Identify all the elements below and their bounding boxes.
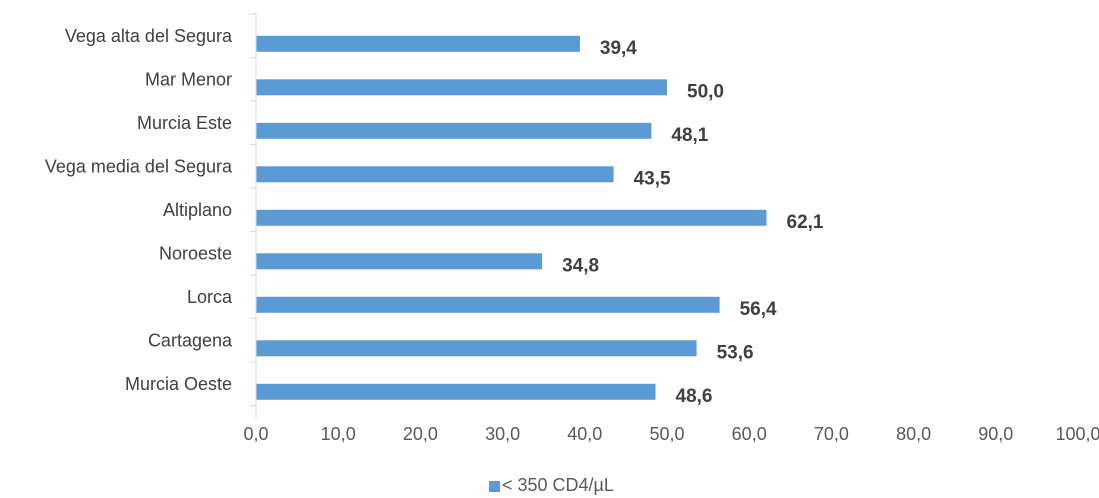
- category-label: Altiplano: [163, 200, 232, 220]
- bar: [256, 166, 614, 183]
- bar: [256, 296, 720, 313]
- x-tick-label: 0,0: [243, 424, 268, 444]
- x-tick-label: 40,0: [567, 424, 602, 444]
- data-label: 48,6: [676, 386, 713, 407]
- x-tick-label: 60,0: [732, 424, 767, 444]
- data-label: 62,1: [787, 212, 824, 233]
- category-label: Mar Menor: [145, 69, 232, 89]
- bar: [256, 383, 656, 400]
- bar: [256, 79, 667, 96]
- category-label: Vega alta del Segura: [65, 26, 233, 46]
- x-tick-label: 10,0: [321, 424, 356, 444]
- data-label: 39,4: [600, 38, 637, 59]
- category-label: Noroeste: [159, 243, 232, 263]
- bar: [256, 35, 580, 52]
- x-tick-label: 20,0: [403, 424, 438, 444]
- x-tick-label: 70,0: [814, 424, 849, 444]
- x-tick-label: 100,0: [1055, 424, 1099, 444]
- legend: < 350 CD4/µL: [489, 475, 614, 495]
- bars-layer: [256, 35, 767, 400]
- category-label: Murcia Oeste: [125, 374, 232, 394]
- bar: [256, 340, 697, 357]
- category-label: Lorca: [187, 287, 233, 307]
- data-label: 53,6: [717, 342, 754, 363]
- category-label: Cartagena: [148, 330, 233, 350]
- bar: [256, 122, 652, 139]
- x-tick-label: 50,0: [649, 424, 684, 444]
- axis-layer: [250, 12, 257, 420]
- data-label: 43,5: [634, 168, 671, 189]
- data-label: 34,8: [562, 255, 599, 276]
- category-label: Murcia Este: [137, 113, 232, 133]
- data-label: 56,4: [740, 299, 777, 320]
- data-label: 48,1: [671, 125, 708, 146]
- category-label: Vega media del Segura: [45, 156, 233, 176]
- bar: [256, 209, 767, 226]
- bar: [256, 253, 543, 270]
- x-tick-label: 80,0: [896, 424, 931, 444]
- legend-label: < 350 CD4/µL: [502, 475, 614, 495]
- x-tick-label: 30,0: [485, 424, 520, 444]
- data-label: 50,0: [687, 81, 724, 102]
- x-tick-label: 90,0: [978, 424, 1013, 444]
- labels-layer: Vega alta del Segura 39,4 Mar Menor 50,0 Mur…: [45, 26, 1099, 444]
- legend-swatch: [489, 481, 500, 492]
